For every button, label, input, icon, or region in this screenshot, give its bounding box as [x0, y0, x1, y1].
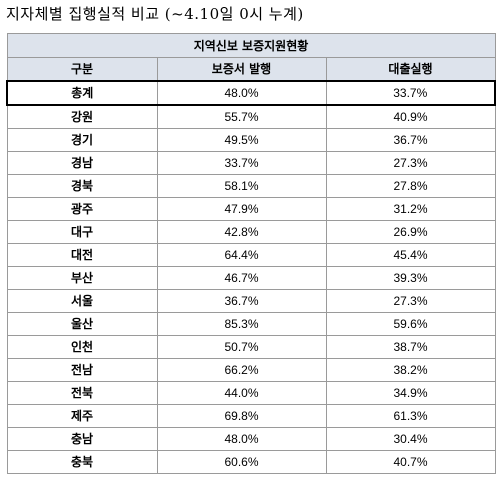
guarantee-cell: 58.1%	[156, 174, 327, 198]
guarantee-cell: 44.0%	[156, 381, 327, 405]
table-row: 경북 58.1% 27.8%	[6, 174, 496, 198]
result-table: 지역신보 보증지원현황 구분 보증서 발행 대출실행 총계 48.0% 33.7…	[6, 33, 496, 474]
guarantee-cell: 85.3%	[156, 312, 327, 336]
table-row: 광주 47.9% 31.2%	[6, 197, 496, 221]
guarantee-cell: 33.7%	[156, 151, 327, 175]
table-row: 대전 64.4% 45.4%	[6, 243, 496, 267]
guarantee-cell: 48.0%	[156, 427, 327, 451]
table-row: 충남 48.0% 30.4%	[6, 427, 496, 451]
table-row: 경남 33.7% 27.3%	[6, 151, 496, 175]
region-cell: 광주	[6, 197, 158, 221]
region-cell: 부산	[6, 266, 158, 290]
table-row: 충북 60.6% 40.7%	[6, 450, 496, 474]
header-region: 구분	[6, 57, 158, 82]
region-cell: 전남	[6, 358, 158, 382]
table-row: 제주 69.8% 61.3%	[6, 404, 496, 428]
loan-cell: 33.7%	[325, 80, 496, 106]
table-row: 부산 46.7% 39.3%	[6, 266, 496, 290]
guarantee-cell: 36.7%	[156, 289, 327, 313]
region-cell: 대전	[6, 243, 158, 267]
table-row: 전남 66.2% 38.2%	[6, 358, 496, 382]
region-cell: 총계	[6, 80, 158, 106]
page-title: 지자체별 집행실적 비교 (~4.10일 0시 누계)	[6, 5, 304, 23]
loan-cell: 45.4%	[325, 243, 496, 267]
loan-cell: 59.6%	[325, 312, 496, 336]
loan-cell: 34.9%	[325, 381, 496, 405]
loan-cell: 27.3%	[325, 289, 496, 313]
region-cell: 경기	[6, 128, 158, 152]
region-cell: 제주	[6, 404, 158, 428]
table-row: 울산 85.3% 59.6%	[6, 312, 496, 336]
guarantee-cell: 55.7%	[156, 104, 327, 129]
table-caption: 지역신보 보증지원현황	[6, 33, 496, 58]
guarantee-cell: 46.7%	[156, 266, 327, 290]
loan-cell: 26.9%	[325, 220, 496, 244]
guarantee-cell: 42.8%	[156, 220, 327, 244]
guarantee-cell: 49.5%	[156, 128, 327, 152]
region-cell: 전북	[6, 381, 158, 405]
region-cell: 충남	[6, 427, 158, 451]
loan-cell: 36.7%	[325, 128, 496, 152]
header-guarantee: 보증서 발행	[156, 57, 327, 82]
region-cell: 경북	[6, 174, 158, 198]
region-cell: 인천	[6, 335, 158, 359]
loan-cell: 40.9%	[325, 104, 496, 129]
loan-cell: 27.8%	[325, 174, 496, 198]
loan-cell: 31.2%	[325, 197, 496, 221]
guarantee-cell: 66.2%	[156, 358, 327, 382]
region-cell: 대구	[6, 220, 158, 244]
region-cell: 강원	[6, 104, 158, 129]
table-row: 전북 44.0% 34.9%	[6, 381, 496, 405]
guarantee-cell: 50.7%	[156, 335, 327, 359]
loan-cell: 39.3%	[325, 266, 496, 290]
table-row-total: 총계 48.0% 33.7%	[6, 80, 496, 106]
loan-cell: 40.7%	[325, 450, 496, 474]
region-cell: 서울	[6, 289, 158, 313]
table-row: 대구 42.8% 26.9%	[6, 220, 496, 244]
region-cell: 경남	[6, 151, 158, 175]
guarantee-cell: 48.0%	[156, 80, 327, 106]
guarantee-cell: 64.4%	[156, 243, 327, 267]
table-row: 인천 50.7% 38.7%	[6, 335, 496, 359]
guarantee-cell: 60.6%	[156, 450, 327, 474]
caption-row: 지역신보 보증지원현황	[6, 33, 496, 58]
loan-cell: 61.3%	[325, 404, 496, 428]
loan-cell: 30.4%	[325, 427, 496, 451]
table-row: 서울 36.7% 27.3%	[6, 289, 496, 313]
loan-cell: 27.3%	[325, 151, 496, 175]
region-cell: 울산	[6, 312, 158, 336]
region-cell: 충북	[6, 450, 158, 474]
header-loan: 대출실행	[325, 57, 496, 82]
table-row: 강원 55.7% 40.9%	[6, 104, 496, 129]
table-row: 경기 49.5% 36.7%	[6, 128, 496, 152]
guarantee-cell: 47.9%	[156, 197, 327, 221]
guarantee-cell: 69.8%	[156, 404, 327, 428]
loan-cell: 38.7%	[325, 335, 496, 359]
loan-cell: 38.2%	[325, 358, 496, 382]
header-row: 구분 보증서 발행 대출실행	[6, 57, 496, 82]
